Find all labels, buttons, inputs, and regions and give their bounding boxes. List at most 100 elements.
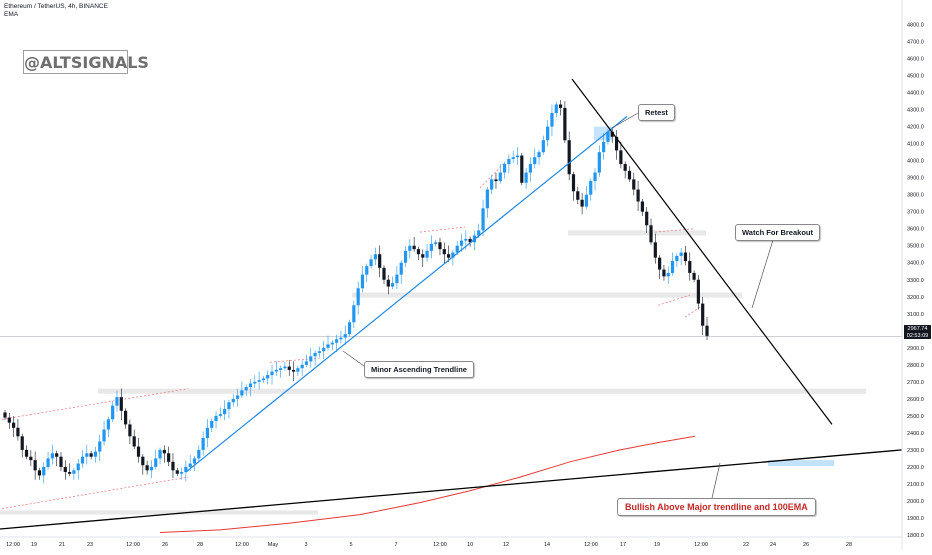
candle-body (455, 245, 459, 253)
candle-body (98, 441, 102, 452)
minor-ascending-trendline (185, 115, 628, 473)
y-tick-label: 2700.0 (907, 380, 924, 386)
y-tick-label: 4100.0 (907, 142, 924, 148)
candle-body (541, 140, 545, 153)
candle-body (614, 136, 619, 151)
x-tick-label: 26 (803, 542, 809, 548)
candle-body (360, 274, 365, 289)
pattern-dashed-line (419, 226, 466, 233)
candle-body (132, 436, 136, 447)
price-countdown: 02:53:09 (906, 332, 929, 339)
candle-body (7, 417, 11, 423)
y-tick-label: 2200.0 (907, 465, 924, 471)
x-tick-label: 26 (162, 542, 168, 548)
y-tick-label: 3600.0 (907, 227, 924, 233)
candle-body (158, 449, 162, 459)
candle-body (240, 390, 244, 396)
candle-body (55, 453, 59, 457)
candle-body (50, 453, 54, 459)
watch-breakout-callout: Watch For Breakout (735, 224, 820, 241)
x-tick-label: 19 (654, 542, 660, 548)
y-tick-label: 3200.0 (907, 295, 924, 301)
candle-body (3, 412, 7, 418)
candle-body (636, 189, 640, 202)
y-tick-label: 2600.0 (907, 397, 924, 403)
candle-body (498, 172, 502, 182)
candle-body (76, 463, 80, 471)
last-price-value: 2967.74 (907, 326, 928, 332)
y-tick-label: 4300.0 (907, 108, 924, 114)
candle-body (602, 141, 606, 153)
candle-body (580, 199, 584, 207)
candle-body (37, 470, 42, 476)
candle-body (537, 152, 541, 158)
candle-body (287, 366, 291, 370)
candle-body (589, 181, 593, 195)
candle-body (485, 189, 489, 209)
candle-body (119, 397, 123, 411)
candle-body (421, 254, 425, 258)
candle-body (373, 254, 377, 260)
candle-body (438, 242, 442, 250)
x-tick-label: 21 (59, 542, 65, 548)
x-tick-label: 19 (31, 542, 37, 548)
candle-body (558, 104, 563, 108)
candle-body (412, 245, 416, 250)
pattern-dashed-line (654, 228, 696, 233)
candle-body (395, 274, 399, 284)
candle-body (330, 342, 334, 345)
candle-body (649, 225, 653, 243)
x-tick-label: 14 (544, 542, 550, 548)
candle-body (662, 269, 666, 277)
y-tick-label: 4700.0 (907, 40, 924, 46)
x-tick-label: 24 (770, 542, 776, 548)
candle-body (593, 172, 597, 182)
y-tick-label: 2800.0 (907, 363, 924, 369)
candle-body (85, 453, 89, 457)
candle-body (154, 458, 158, 467)
candle-body (408, 245, 412, 251)
x-tick-label: 12:00 (6, 542, 20, 548)
candle-body (46, 458, 50, 467)
candle-body (701, 303, 705, 326)
candle-body (386, 279, 390, 287)
major-trendline (0, 449, 903, 530)
candle-body (640, 201, 644, 212)
candle-body (584, 194, 589, 207)
candle-body (179, 472, 184, 474)
x-tick-label: 12:00 (235, 542, 249, 548)
pattern-dashed-line (1, 476, 189, 509)
candle-body (68, 472, 72, 474)
support-zone (568, 230, 706, 236)
ema-100-line (159, 435, 696, 533)
candle-body (464, 238, 468, 241)
candle-body (597, 152, 601, 173)
candle-body (111, 405, 115, 420)
candle-body (511, 157, 515, 159)
x-tick-label: 12:00 (126, 542, 140, 548)
candle-body (192, 458, 197, 464)
candle-body (696, 279, 700, 304)
candle-body (223, 409, 227, 415)
pattern-dashed-line (479, 162, 506, 189)
candle-body (335, 339, 339, 343)
bullish-leader (711, 462, 721, 499)
pattern-dashed-line (269, 357, 321, 363)
x-tick-label: 28 (197, 542, 203, 548)
retest-leader (611, 112, 639, 129)
candle-body (623, 164, 627, 171)
candle-body (141, 456, 145, 466)
candle-body (309, 356, 313, 362)
candle-body (231, 398, 235, 403)
candle-body (244, 386, 248, 391)
candle-body (253, 381, 257, 384)
candle-body (227, 402, 231, 410)
candle-body (149, 466, 154, 471)
candle-body (347, 322, 352, 335)
candle-body (296, 368, 300, 372)
candle-body (300, 364, 304, 369)
candle-body (145, 465, 149, 471)
candle-body (248, 383, 253, 387)
candle-body (382, 267, 386, 280)
